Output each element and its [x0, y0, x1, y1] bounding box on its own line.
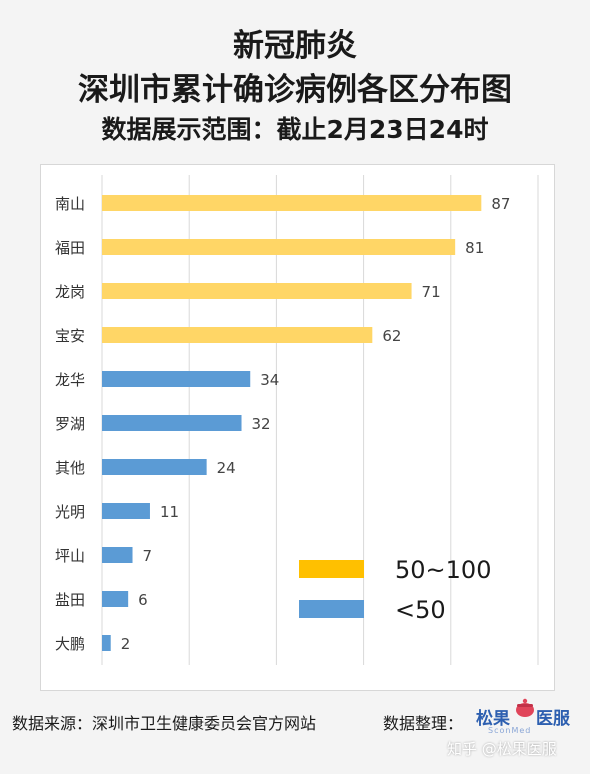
bar	[102, 635, 111, 651]
data-label: 87	[491, 195, 510, 213]
bar	[102, 195, 482, 211]
data-label: 7	[143, 547, 153, 565]
data-label: 32	[252, 415, 271, 433]
category-label: 南山	[55, 195, 85, 213]
chart-area: 南山 87 福田 81 龙岗 71 宝安 62 龙华 34 罗湖 32 其他 24 光明 11 坪山 7 盐田 6 大鹏…	[40, 164, 555, 691]
chart-title-line1: 新冠肺炎	[233, 28, 357, 64]
bar	[102, 503, 150, 519]
category-label: 光明	[55, 503, 85, 521]
bar	[102, 327, 373, 343]
bar	[102, 283, 412, 299]
category-label: 坪山	[55, 547, 85, 565]
category-label: 罗湖	[55, 415, 85, 433]
logo-text-right: 医服	[536, 709, 570, 729]
bar-chart: 南山 87 福田 81 龙岗 71 宝安 62 龙华 34 罗湖 32 其他 24 光明 11 坪山 7 盐田 6 大鹏…	[55, 175, 539, 665]
category-label: 盐田	[55, 591, 85, 609]
legend-swatch	[299, 600, 364, 618]
bar	[102, 371, 251, 387]
category-label: 福田	[55, 239, 85, 257]
data-label: 24	[217, 459, 236, 477]
data-label: 34	[260, 371, 279, 389]
bar	[102, 239, 456, 255]
category-label: 大鹏	[55, 635, 85, 653]
chart-title-line2: 深圳市累计确诊病例各区分布图	[78, 72, 512, 108]
pot-icon	[516, 698, 534, 717]
data-label: 11	[160, 503, 179, 521]
bar	[102, 547, 133, 563]
legend-swatch	[299, 560, 364, 578]
data-source-note: 数据来源：深圳市卫生健康委员会官方网站	[12, 714, 317, 733]
chart-subtitle: 数据展示范围：截止2月23日24时	[101, 115, 489, 144]
logo-subtitle: SconMed	[488, 726, 532, 735]
category-label: 宝安	[55, 327, 85, 345]
data-label: 6	[138, 591, 148, 609]
data-label: 81	[465, 239, 484, 257]
sconmed-logo: 松果 医服 SconMed	[476, 694, 580, 738]
category-label: 龙华	[55, 371, 85, 389]
logo-text-left: 松果	[476, 709, 510, 729]
data-label: 2	[121, 635, 131, 653]
legend-label: 50~100	[395, 556, 491, 584]
bar	[102, 459, 207, 475]
category-label: 其他	[55, 459, 85, 477]
data-label: 71	[422, 283, 441, 301]
bar	[102, 591, 129, 607]
zhihu-watermark: 知乎 @松果医服	[447, 740, 557, 758]
legend-label: <50	[395, 596, 446, 624]
category-label: 龙岗	[55, 283, 85, 301]
data-label: 62	[382, 327, 401, 345]
data-organizer-label: 数据整理：	[383, 714, 464, 733]
bar	[102, 415, 242, 431]
